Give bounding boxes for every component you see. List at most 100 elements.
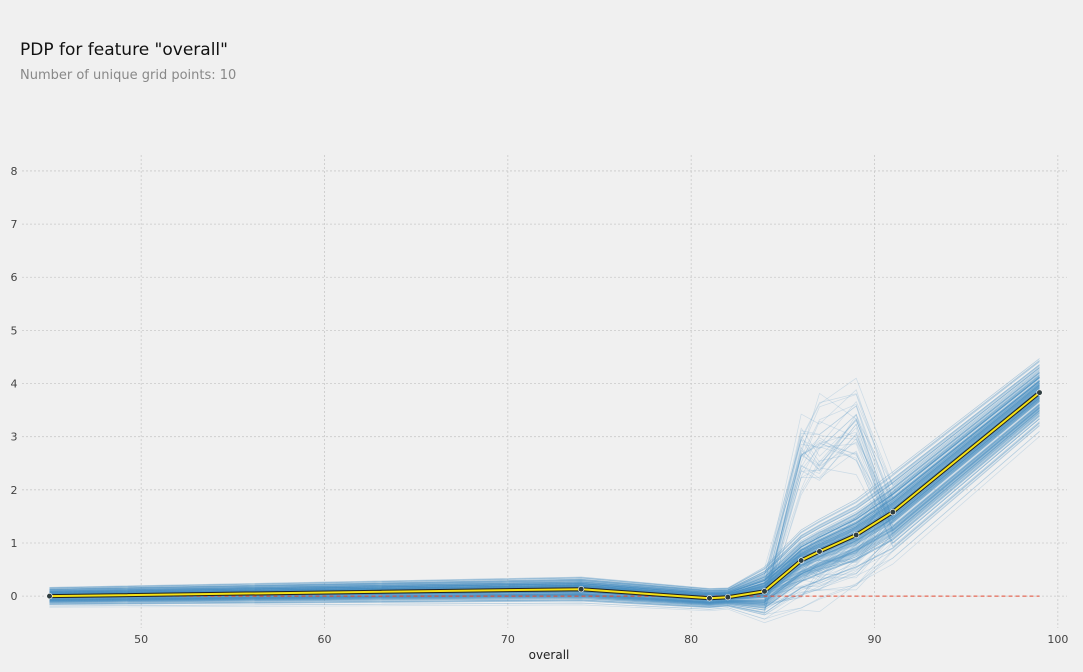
ice-line bbox=[49, 370, 1040, 593]
ice-line bbox=[49, 409, 1040, 604]
ice-line bbox=[49, 421, 1040, 613]
ice-line bbox=[49, 384, 1040, 597]
x-tick-label: 80 bbox=[684, 633, 698, 646]
ice-line bbox=[49, 403, 1040, 602]
ice-line bbox=[49, 367, 1040, 592]
ice-line bbox=[49, 364, 1040, 591]
ice-line bbox=[49, 404, 1040, 603]
ice-line bbox=[49, 410, 1040, 605]
ice-line bbox=[49, 359, 1040, 590]
ice-line bbox=[49, 412, 1040, 607]
ice-line bbox=[49, 384, 1040, 597]
ice-line bbox=[49, 371, 1040, 593]
ice-line bbox=[49, 361, 1040, 590]
ice-line bbox=[49, 411, 1040, 606]
ice-line bbox=[49, 382, 1040, 596]
ice-line bbox=[49, 382, 1040, 596]
ice-line bbox=[49, 411, 1040, 606]
ice-line bbox=[49, 404, 1040, 603]
ice-line bbox=[49, 380, 1040, 596]
ice-line bbox=[49, 406, 1040, 603]
ice-line bbox=[49, 377, 1040, 595]
ice-line bbox=[49, 379, 1040, 595]
ice-line bbox=[49, 415, 1040, 609]
ice-line bbox=[49, 405, 1040, 603]
ice-line bbox=[49, 425, 1040, 616]
ice-line bbox=[49, 410, 1040, 605]
ice-line bbox=[49, 414, 1040, 608]
ice-line bbox=[49, 364, 1040, 591]
ice-line bbox=[49, 408, 1040, 604]
ice-line bbox=[49, 385, 1040, 597]
ice-line bbox=[49, 402, 1040, 602]
ice-line bbox=[49, 380, 1040, 596]
tick-layer: 0 1 2 3 4 5 6 7 8 50 60 70 80 90 100 bbox=[11, 165, 1069, 646]
ice-line bbox=[49, 367, 1040, 592]
pdp-point bbox=[46, 593, 53, 600]
ice-line bbox=[49, 377, 1040, 595]
ice-line bbox=[49, 415, 1040, 609]
ice-line bbox=[49, 410, 1040, 605]
ice-line bbox=[49, 381, 1040, 596]
ice-line bbox=[49, 407, 1040, 604]
ice-line bbox=[49, 407, 1040, 603]
pdp-point bbox=[889, 509, 896, 516]
ice-line bbox=[49, 370, 1040, 593]
ice-line bbox=[49, 415, 1040, 609]
pdp-point bbox=[761, 588, 768, 595]
ice-line bbox=[49, 407, 1040, 603]
pdp-line-layer bbox=[46, 389, 1043, 602]
pdp-point bbox=[724, 594, 731, 601]
y-tick-label: 2 bbox=[11, 484, 18, 497]
ice-line bbox=[49, 408, 1040, 604]
ice-line bbox=[49, 384, 1040, 597]
ice-line bbox=[49, 423, 1040, 614]
ice-line bbox=[49, 418, 1040, 611]
ice-line bbox=[49, 380, 1040, 596]
ice-line bbox=[49, 376, 1040, 595]
ice-line bbox=[49, 361, 1040, 590]
ice-line bbox=[49, 380, 1040, 596]
ice-line bbox=[49, 381, 1040, 596]
ice-line bbox=[49, 406, 1040, 603]
ice-line bbox=[49, 404, 1040, 603]
ice-line bbox=[49, 416, 1040, 609]
ice-line bbox=[49, 378, 1040, 595]
ice-line bbox=[49, 375, 1040, 594]
ice-line bbox=[49, 410, 1040, 605]
ice-line bbox=[49, 365, 1040, 591]
ice-line bbox=[49, 372, 1040, 594]
ice-line bbox=[49, 380, 1040, 596]
ice-line bbox=[49, 403, 1040, 602]
ice-line bbox=[49, 377, 1040, 595]
ice-line bbox=[49, 381, 1040, 596]
ice-line bbox=[49, 377, 1040, 595]
ice-line bbox=[49, 376, 1040, 595]
chart-title: PDP for feature "overall" bbox=[20, 40, 228, 60]
ice-line bbox=[49, 372, 1040, 594]
ice-line bbox=[49, 380, 1040, 596]
ice-line bbox=[49, 407, 1040, 603]
ice-line bbox=[49, 413, 1040, 608]
ice-line bbox=[49, 370, 1040, 593]
x-tick-label: 70 bbox=[501, 633, 515, 646]
pdp-point bbox=[853, 531, 860, 539]
ice-line bbox=[49, 422, 1040, 614]
x-tick-label: 90 bbox=[868, 633, 882, 646]
ice-line bbox=[49, 384, 1040, 597]
ice-line bbox=[49, 384, 1040, 597]
ice-line bbox=[49, 407, 1040, 604]
ice-line bbox=[49, 381, 1040, 596]
ice-line bbox=[49, 360, 1040, 590]
ice-line bbox=[49, 380, 1040, 596]
ice-line bbox=[49, 407, 1040, 604]
pdp-point bbox=[578, 586, 585, 593]
ice-line bbox=[49, 385, 1040, 597]
ice-line bbox=[49, 412, 1040, 607]
ice-line bbox=[49, 421, 1040, 613]
ice-line bbox=[49, 360, 1040, 590]
ice-line bbox=[49, 436, 1040, 624]
ice-line bbox=[49, 379, 1040, 596]
ice-line bbox=[49, 377, 1040, 595]
ice-line bbox=[49, 405, 1040, 603]
